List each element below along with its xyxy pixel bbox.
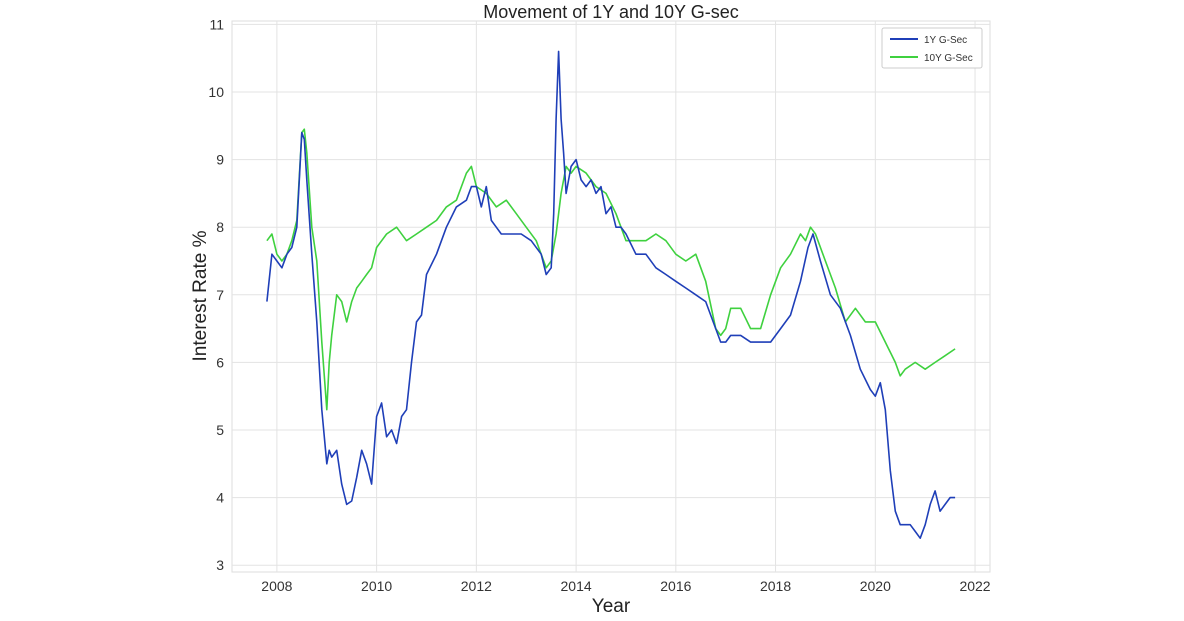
y-tick-label: 10	[208, 84, 224, 100]
y-tick-label: 6	[216, 354, 224, 370]
series-line-1y	[266, 50, 956, 540]
x-tick-label: 2010	[361, 578, 392, 594]
y-tick-label: 4	[216, 490, 224, 506]
legend-label-1y: 1Y G-Sec	[924, 35, 967, 46]
grid-lines	[232, 21, 990, 572]
y-axis-label: Interest Rate %	[190, 230, 211, 361]
x-axis-label: Year	[592, 596, 631, 617]
legend-label-10y: 10Y G-Sec	[924, 53, 973, 64]
y-tick-label: 5	[216, 422, 224, 438]
x-tick-label: 2012	[461, 578, 492, 594]
x-tick-label: 2018	[760, 578, 791, 594]
y-tick-label: 11	[209, 16, 224, 32]
series-line-10y	[266, 128, 956, 411]
series-lines	[266, 50, 956, 540]
y-tick-label: 3	[216, 557, 224, 573]
y-tick-label: 9	[216, 152, 224, 168]
plot-area	[231, 20, 991, 573]
y-tick-label: 7	[216, 287, 224, 303]
chart-title: Movement of 1Y and 10Y G-sec	[483, 2, 738, 22]
x-tick-label: 2022	[959, 578, 990, 594]
x-tick-label: 2008	[261, 578, 292, 594]
legend: 1Y G-Sec 10Y G-Sec	[881, 27, 983, 69]
x-tick-labels: 2008 2010 2012 2014 2016 2018 2020 2022	[261, 578, 991, 594]
x-tick-label: 2014	[561, 578, 592, 594]
y-tick-labels: 3 4 5 6 7 8 9 10 11	[208, 16, 224, 573]
y-tick-label: 8	[216, 219, 224, 235]
x-tick-label: 2016	[660, 578, 691, 594]
x-tick-label: 2020	[860, 578, 891, 594]
